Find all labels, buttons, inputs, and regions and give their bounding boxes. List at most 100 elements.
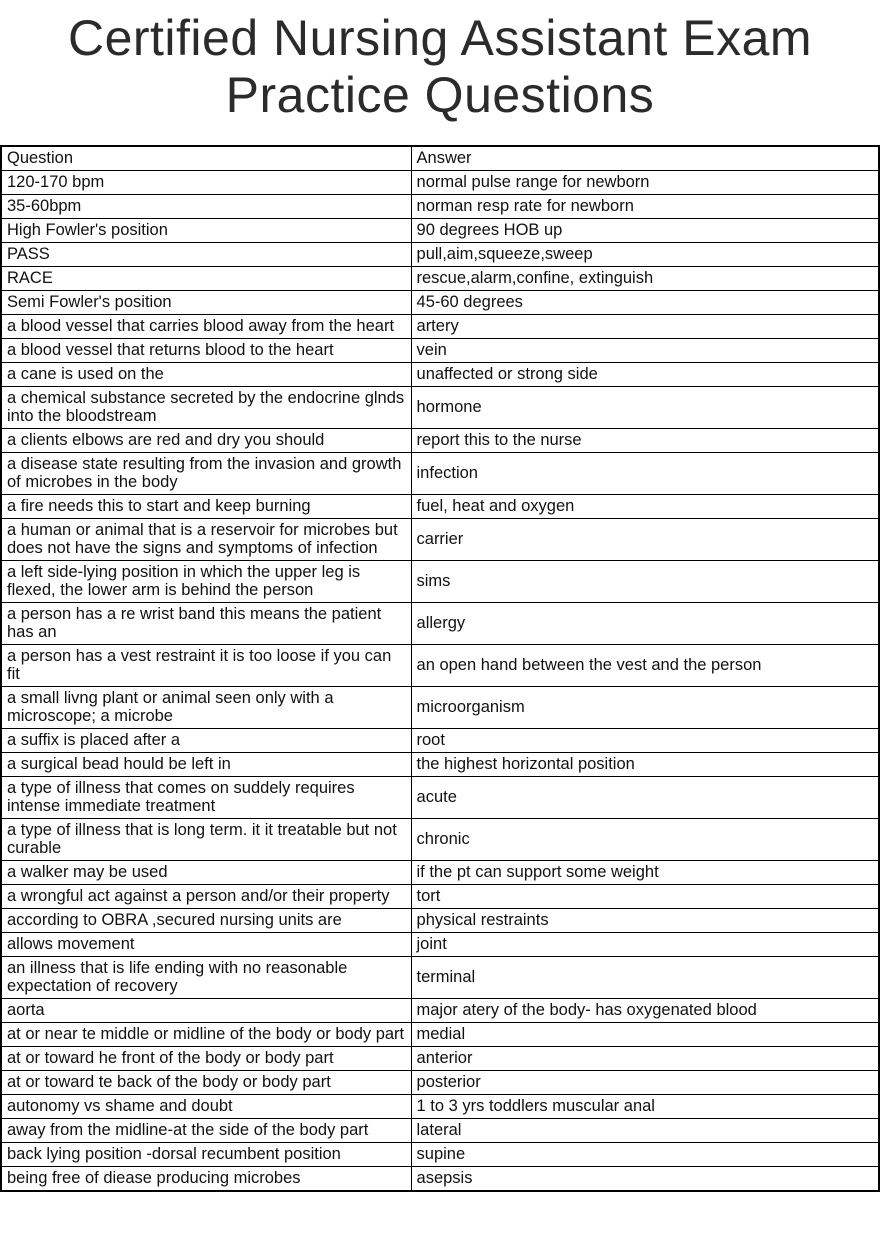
answer-cell: fuel, heat and oxygen <box>410 494 880 519</box>
table-row: a type of illness that comes on suddely … <box>0 776 880 819</box>
table-row: Semi Fowler's position 45-60 degrees <box>0 290 880 315</box>
table-row: a clients elbows are red and dry you sho… <box>0 428 880 453</box>
question-cell: 35-60bpm <box>0 194 412 219</box>
question-cell: PASS <box>0 242 412 267</box>
answer-column-header: Answer <box>410 145 880 171</box>
question-cell: a fire needs this to start and keep burn… <box>0 494 412 519</box>
question-cell: a wrongful act against a person and/or t… <box>0 884 412 909</box>
qa-table: Question Answer 120-170 bpm normal pulse … <box>0 145 880 1192</box>
answer-cell: acute <box>410 776 880 819</box>
table-row: aorta major atery of the body- has oxygen… <box>0 998 880 1023</box>
answer-cell: anterior <box>410 1046 880 1071</box>
question-cell: at or toward te back of the body or body… <box>0 1070 412 1095</box>
answer-cell: rescue,alarm,confine, extinguish <box>410 266 880 291</box>
table-row: back lying position -dorsal recumbent po… <box>0 1142 880 1167</box>
table-row: a person has a re wrist band this means … <box>0 602 880 645</box>
table-row: being free of diease producing microbes a… <box>0 1166 880 1192</box>
table-row: a cane is used on the unaffected or stron… <box>0 362 880 387</box>
question-cell: a left side-lying position in which the … <box>0 560 412 603</box>
table-row: a type of illness that is long term. it … <box>0 818 880 861</box>
answer-cell: joint <box>410 932 880 957</box>
table-row: High Fowler's position 90 degrees HOB up <box>0 218 880 243</box>
answer-cell: if the pt can support some weight <box>410 860 880 885</box>
answer-cell: the highest horizontal position <box>410 752 880 777</box>
table-row: PASS pull,aim,squeeze,sweep <box>0 242 880 267</box>
question-cell: a person has a re wrist band this means … <box>0 602 412 645</box>
question-cell: a clients elbows are red and dry you sho… <box>0 428 412 453</box>
answer-cell: hormone <box>410 386 880 429</box>
question-cell: a human or animal that is a reservoir fo… <box>0 518 412 561</box>
question-cell: 120-170 bpm <box>0 170 412 195</box>
table-row: a blood vessel that carries blood away f… <box>0 314 880 339</box>
answer-cell: an open hand between the vest and the pe… <box>410 644 880 687</box>
question-cell: a chemical substance secreted by the end… <box>0 386 412 429</box>
table-row: at or toward he front of the body or bod… <box>0 1046 880 1071</box>
question-cell: a suffix is placed after a <box>0 728 412 753</box>
table-row: a chemical substance secreted by the end… <box>0 386 880 429</box>
answer-cell: lateral <box>410 1118 880 1143</box>
table-row: an illness that is life ending with no r… <box>0 956 880 999</box>
table-header-row: Question Answer <box>0 145 880 171</box>
question-cell: a cane is used on the <box>0 362 412 387</box>
answer-cell: 45-60 degrees <box>410 290 880 315</box>
answer-cell: tort <box>410 884 880 909</box>
answer-cell: medial <box>410 1022 880 1047</box>
question-cell: according to OBRA ,secured nursing units… <box>0 908 412 933</box>
table-row: away from the midline-at the side of the… <box>0 1118 880 1143</box>
question-cell: a walker may be used <box>0 860 412 885</box>
table-row: allows movement joint <box>0 932 880 957</box>
answer-cell: normal pulse range for newborn <box>410 170 880 195</box>
table-row: a blood vessel that returns blood to the… <box>0 338 880 363</box>
table-row: a human or animal that is a reservoir fo… <box>0 518 880 561</box>
question-cell: back lying position -dorsal recumbent po… <box>0 1142 412 1167</box>
question-cell: a type of illness that is long term. it … <box>0 818 412 861</box>
answer-cell: vein <box>410 338 880 363</box>
question-cell: a blood vessel that carries blood away f… <box>0 314 412 339</box>
answer-cell: unaffected or strong side <box>410 362 880 387</box>
question-cell: at or toward he front of the body or bod… <box>0 1046 412 1071</box>
question-cell: autonomy vs shame and doubt <box>0 1094 412 1119</box>
table-row: a disease state resulting from the invas… <box>0 452 880 495</box>
answer-cell: pull,aim,squeeze,sweep <box>410 242 880 267</box>
answer-cell: root <box>410 728 880 753</box>
answer-cell: allergy <box>410 602 880 645</box>
question-cell: a surgical bead hould be left in <box>0 752 412 777</box>
question-cell: a person has a vest restraint it is too … <box>0 644 412 687</box>
answer-cell: supine <box>410 1142 880 1167</box>
answer-cell: infection <box>410 452 880 495</box>
answer-cell: artery <box>410 314 880 339</box>
answer-cell: 90 degrees HOB up <box>410 218 880 243</box>
answer-cell: terminal <box>410 956 880 999</box>
question-cell: High Fowler's position <box>0 218 412 243</box>
table-row: 35-60bpm norman resp rate for newborn <box>0 194 880 219</box>
table-row: at or toward te back of the body or body… <box>0 1070 880 1095</box>
table-row: a person has a vest restraint it is too … <box>0 644 880 687</box>
question-cell: a small livng plant or animal seen only … <box>0 686 412 729</box>
question-cell: a blood vessel that returns blood to the… <box>0 338 412 363</box>
qa-table-body: Question Answer 120-170 bpm normal pulse … <box>0 145 880 1192</box>
answer-cell: microorganism <box>410 686 880 729</box>
question-cell: an illness that is life ending with no r… <box>0 956 412 999</box>
question-cell: being free of diease producing microbes <box>0 1166 412 1192</box>
answer-cell: carrier <box>410 518 880 561</box>
table-row: a left side-lying position in which the … <box>0 560 880 603</box>
answer-cell: chronic <box>410 818 880 861</box>
answer-cell: posterior <box>410 1070 880 1095</box>
answer-cell: 1 to 3 yrs toddlers muscular anal <box>410 1094 880 1119</box>
answer-cell: major atery of the body- has oxygenated … <box>410 998 880 1023</box>
question-cell: a disease state resulting from the invas… <box>0 452 412 495</box>
question-cell: a type of illness that comes on suddely … <box>0 776 412 819</box>
question-cell: at or near te middle or midline of the b… <box>0 1022 412 1047</box>
question-cell: Semi Fowler's position <box>0 290 412 315</box>
table-row: a suffix is placed after a root <box>0 728 880 753</box>
answer-cell: sims <box>410 560 880 603</box>
page-title: Certified Nursing Assistant Exam Practic… <box>67 10 813 123</box>
question-cell: aorta <box>0 998 412 1023</box>
answer-cell: norman resp rate for newborn <box>410 194 880 219</box>
table-row: 120-170 bpm normal pulse range for newbor… <box>0 170 880 195</box>
answer-cell: physical restraints <box>410 908 880 933</box>
table-row: at or near te middle or midline of the b… <box>0 1022 880 1047</box>
table-row: a small livng plant or animal seen only … <box>0 686 880 729</box>
question-cell: RACE <box>0 266 412 291</box>
table-row: a walker may be used if the pt can suppor… <box>0 860 880 885</box>
